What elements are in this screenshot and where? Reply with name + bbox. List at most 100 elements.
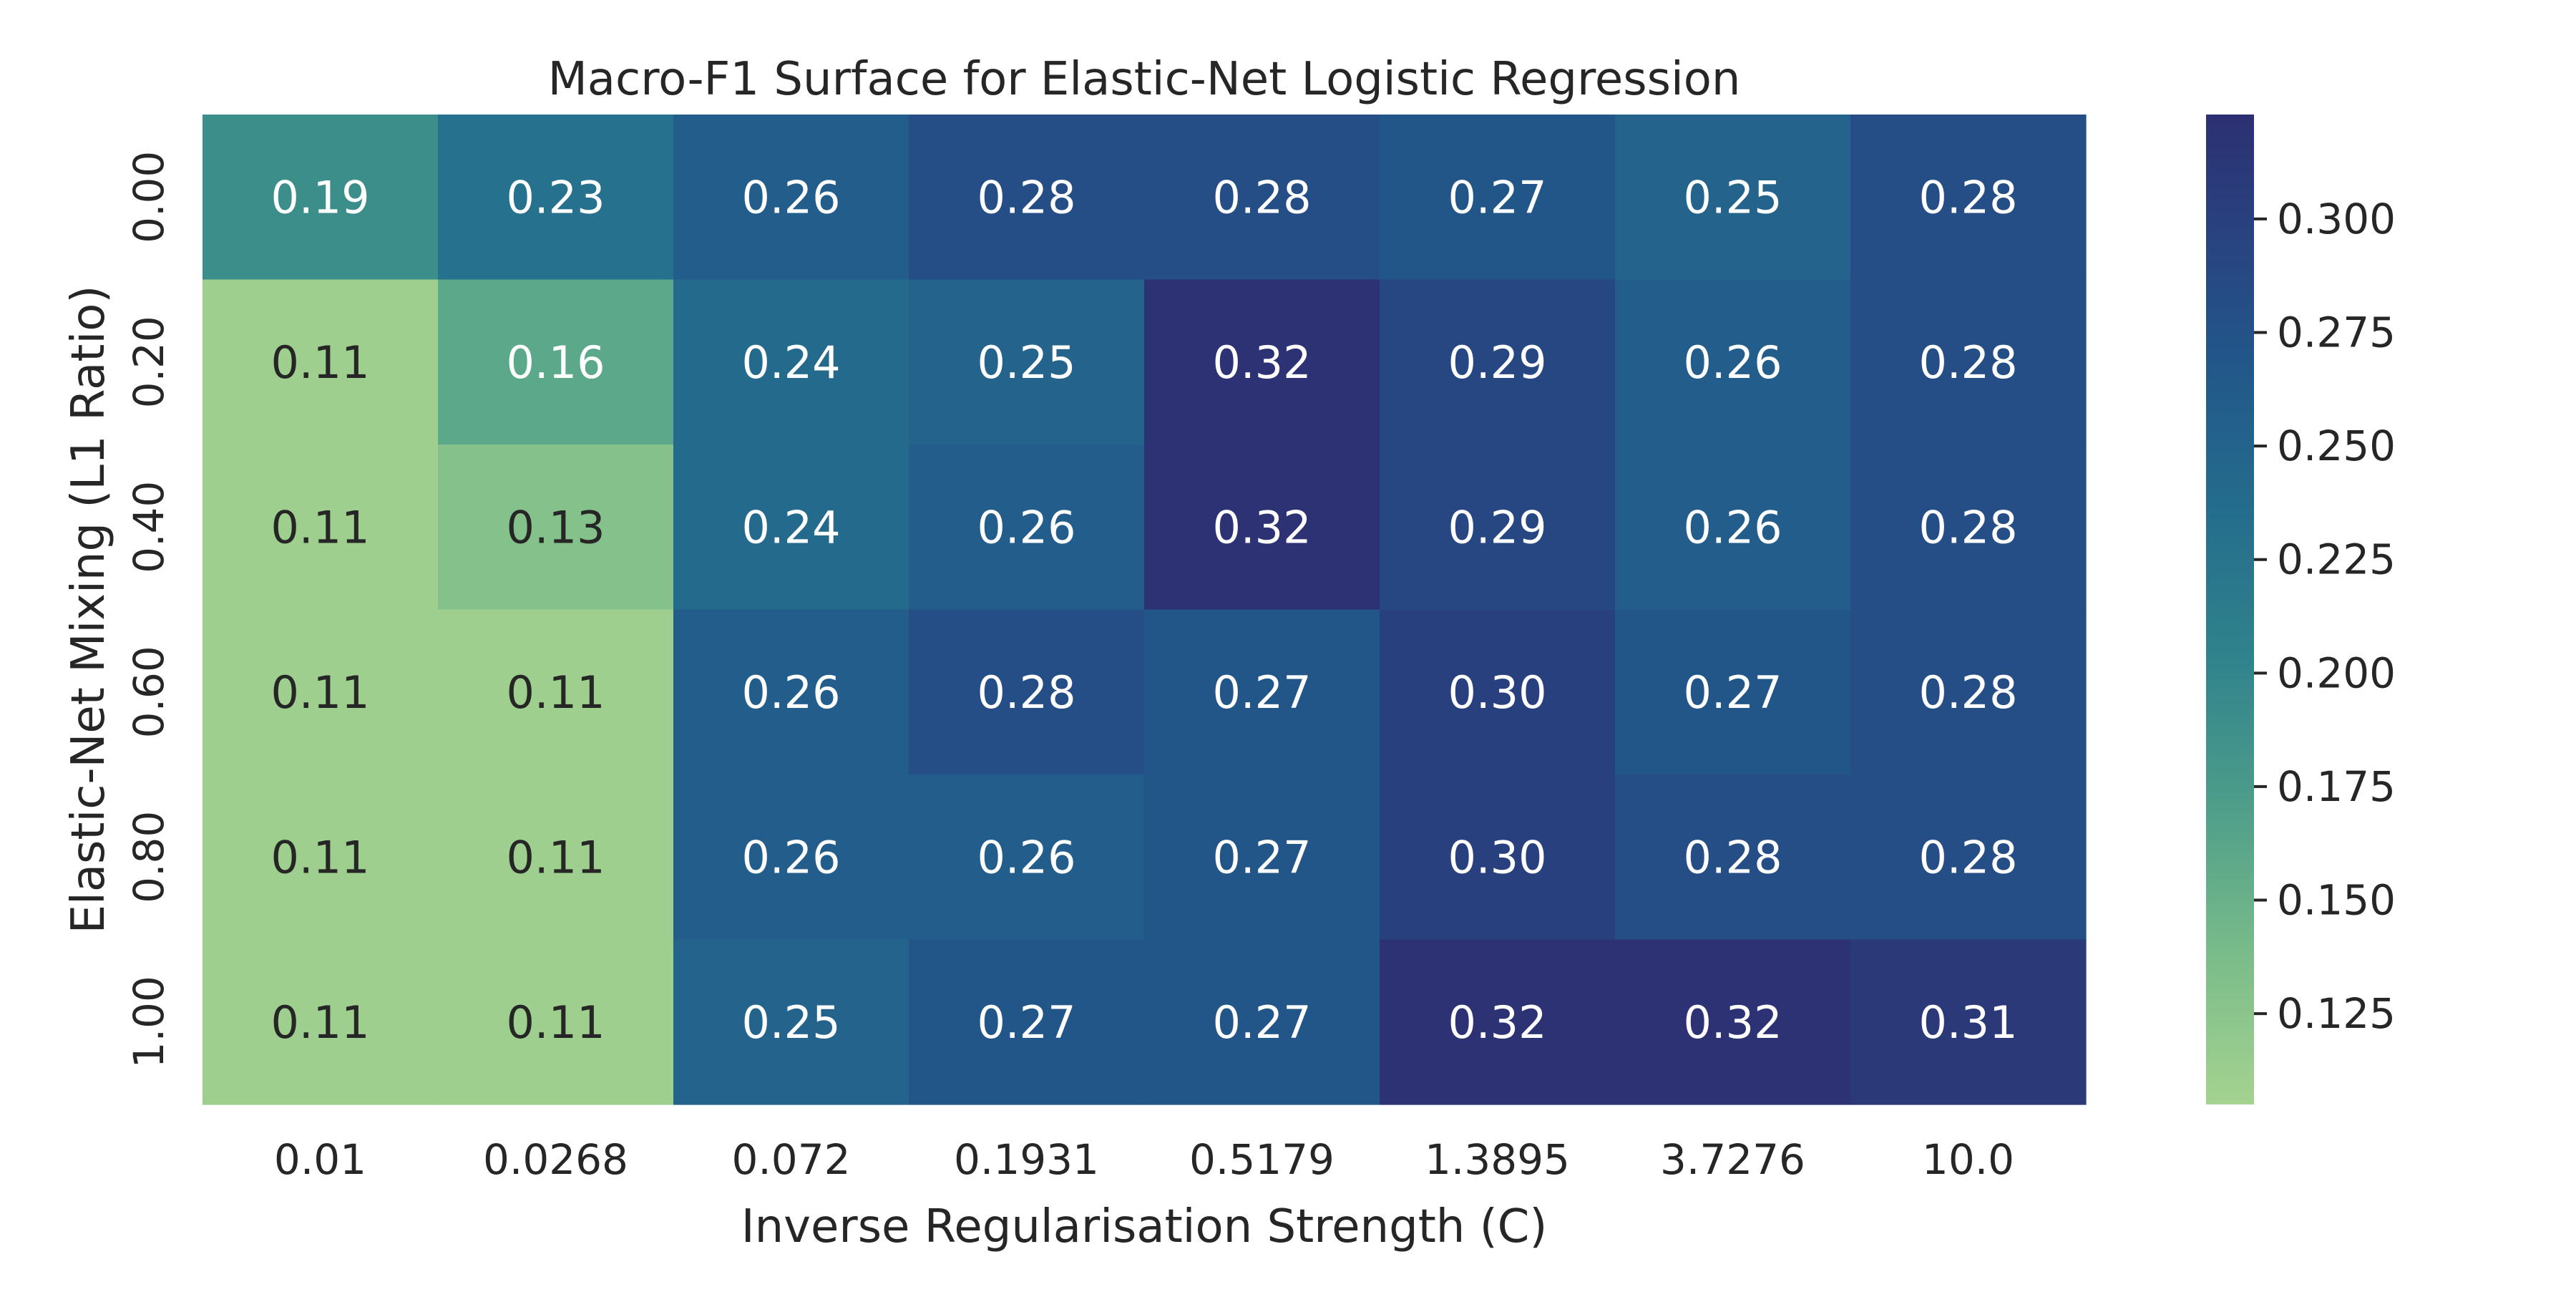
cell-value-r0-c5: 0.27 xyxy=(1448,171,1546,223)
heatmap-cell-r5-c7 xyxy=(1850,939,2087,1105)
x-tick-label-3: 0.1931 xyxy=(954,1135,1099,1184)
cell-value-r4-c3: 0.26 xyxy=(977,831,1075,883)
cell-value-r5-c4: 0.27 xyxy=(1212,996,1311,1049)
heatmap-cell-r4-c4 xyxy=(1144,774,1380,941)
cell-value-r2-c2: 0.24 xyxy=(741,501,840,553)
x-tick-label-4: 0.5179 xyxy=(1189,1135,1335,1184)
cell-value-r4-c7: 0.28 xyxy=(1918,831,2017,883)
heatmap-cell-r1-c0 xyxy=(203,279,439,445)
colorbar-tick-label-2: 0.175 xyxy=(2277,762,2396,811)
heatmap-cell-r4-c0 xyxy=(203,774,439,941)
heatmap-cell-r1-c1 xyxy=(438,279,674,445)
cell-value-r3-c0: 0.11 xyxy=(270,666,369,719)
cell-value-r3-c5: 0.30 xyxy=(1448,666,1546,719)
cell-value-r1-c3: 0.25 xyxy=(977,336,1075,389)
cell-value-r4-c0: 0.11 xyxy=(270,831,369,883)
colorbar-tick-label-0: 0.125 xyxy=(2277,989,2396,1038)
x-axis-label: Inverse Regularisation Strength (C) xyxy=(741,1200,1548,1253)
heatmap-cell-r3-c5 xyxy=(1380,609,1616,775)
heatmap-cell-r4-c3 xyxy=(909,774,1145,941)
cell-value-r0-c6: 0.25 xyxy=(1683,171,1782,223)
colorbar-tick-label-3: 0.200 xyxy=(2277,649,2396,697)
cell-value-r3-c3: 0.28 xyxy=(977,666,1075,719)
cell-value-r5-c3: 0.27 xyxy=(977,996,1075,1049)
heatmap-cell-r0-c2 xyxy=(673,115,909,281)
cell-value-r1-c6: 0.26 xyxy=(1683,336,1782,389)
y-tick-label-4: 0.80 xyxy=(125,811,173,903)
heatmap-cell-r3-c6 xyxy=(1615,609,1851,775)
colorbar-tick-label-4: 0.225 xyxy=(2277,535,2396,584)
cell-value-r4-c6: 0.28 xyxy=(1683,831,1782,883)
cell-value-r1-c7: 0.28 xyxy=(1918,336,2017,389)
cell-value-r0-c7: 0.28 xyxy=(1918,171,2017,223)
chart-title: Macro-F1 Surface for Elastic-Net Logisti… xyxy=(548,53,1741,106)
heatmap-cell-r3-c1 xyxy=(438,609,674,775)
cell-value-r2-c7: 0.28 xyxy=(1918,501,2017,553)
cell-value-r2-c1: 0.13 xyxy=(506,501,605,553)
cell-value-r0-c0: 0.19 xyxy=(270,171,369,223)
heatmap-cell-r0-c3 xyxy=(909,115,1145,281)
cell-value-r4-c2: 0.26 xyxy=(741,831,840,883)
cell-value-r5-c5: 0.32 xyxy=(1448,996,1546,1049)
y-tick-labels: 0.00 0.20 0.40 0.60 0.80 1.00 xyxy=(125,151,173,1069)
y-tick-label-2: 0.40 xyxy=(125,481,173,573)
heatmap-cell-r3-c3 xyxy=(909,609,1145,775)
heatmap-cell-r5-c0 xyxy=(203,939,439,1105)
heatmap-cell-r0-c7 xyxy=(1850,115,2087,281)
heatmap-cell-r2-c4 xyxy=(1144,445,1380,611)
heatmap-cell-r3-c7 xyxy=(1850,609,2087,775)
cell-value-r4-c4: 0.27 xyxy=(1212,831,1311,883)
heatmap-cell-r2-c6 xyxy=(1615,445,1851,611)
heatmap-cell-r5-c6 xyxy=(1615,939,1851,1105)
cell-value-r5-c2: 0.25 xyxy=(741,996,840,1049)
cell-value-r0-c2: 0.26 xyxy=(741,171,840,223)
heatmap-cell-r1-c2 xyxy=(673,279,909,445)
heatmap-cell-r0-c1 xyxy=(438,115,674,281)
cell-value-r3-c7: 0.28 xyxy=(1918,666,2017,719)
cell-value-r3-c4: 0.27 xyxy=(1212,666,1311,719)
cell-annotations: 0.19 0.23 0.26 0.28 0.28 0.27 0.25 0.28 0.11 0.16… xyxy=(270,171,2017,1049)
heatmap-cell-r3-c0 xyxy=(203,609,439,775)
heatmap-cell-r4-c6 xyxy=(1615,774,1851,941)
heatmap-cell-r4-c1 xyxy=(438,774,674,941)
heatmap-cell-r1-c5 xyxy=(1380,279,1616,445)
cell-value-r1-c2: 0.24 xyxy=(741,336,840,389)
heatmap-cells xyxy=(203,115,2087,1105)
x-tick-label-2: 0.072 xyxy=(731,1135,850,1184)
cell-value-r1-c4: 0.32 xyxy=(1212,336,1311,389)
heatmap-cell-r1-c6 xyxy=(1615,279,1851,445)
x-tick-label-1: 0.0268 xyxy=(483,1135,628,1184)
heatmap-cell-r4-c7 xyxy=(1850,774,2087,941)
heatmap-cell-r2-c1 xyxy=(438,445,674,611)
y-tick-label-1: 0.20 xyxy=(125,316,173,408)
y-tick-label-0: 0.00 xyxy=(125,151,173,243)
cell-value-r2-c6: 0.26 xyxy=(1683,501,1782,553)
heatmap-cell-r2-c3 xyxy=(909,445,1145,611)
heatmap-cell-r2-c2 xyxy=(673,445,909,611)
cell-value-r3-c2: 0.26 xyxy=(741,666,840,719)
y-axis-label: Elastic-Net Mixing (L1 Ratio) xyxy=(62,286,115,934)
heatmap-cell-r5-c1 xyxy=(438,939,674,1105)
heatmap-cell-r4-c2 xyxy=(673,774,909,941)
heatmap-cell-r3-c2 xyxy=(673,609,909,775)
y-tick-label-5: 1.00 xyxy=(125,976,173,1068)
cell-value-r1-c0: 0.11 xyxy=(270,336,369,389)
heatmap-cell-r5-c2 xyxy=(673,939,909,1105)
heatmap-cell-r1-c7 xyxy=(1850,279,2087,445)
cell-value-r2-c0: 0.11 xyxy=(270,501,369,553)
x-tick-label-5: 1.3895 xyxy=(1425,1135,1570,1184)
heatmap-cell-r2-c7 xyxy=(1850,445,2087,611)
heatmap-cell-r0-c0 xyxy=(203,115,439,281)
cell-value-r3-c1: 0.11 xyxy=(506,666,605,719)
heatmap-cell-r4-c5 xyxy=(1380,774,1616,941)
x-tick-label-6: 3.7276 xyxy=(1660,1135,1805,1184)
cell-value-r1-c5: 0.29 xyxy=(1448,336,1546,389)
colorbar-tick-label-7: 0.300 xyxy=(2277,195,2396,243)
heatmap-cell-r0-c5 xyxy=(1380,115,1616,281)
cell-value-r5-c6: 0.32 xyxy=(1683,996,1782,1049)
cell-value-r3-c6: 0.27 xyxy=(1683,666,1782,719)
colorbar-gradient xyxy=(2206,115,2254,1104)
x-tick-label-0: 0.01 xyxy=(274,1135,366,1184)
cell-value-r2-c3: 0.26 xyxy=(977,501,1075,553)
